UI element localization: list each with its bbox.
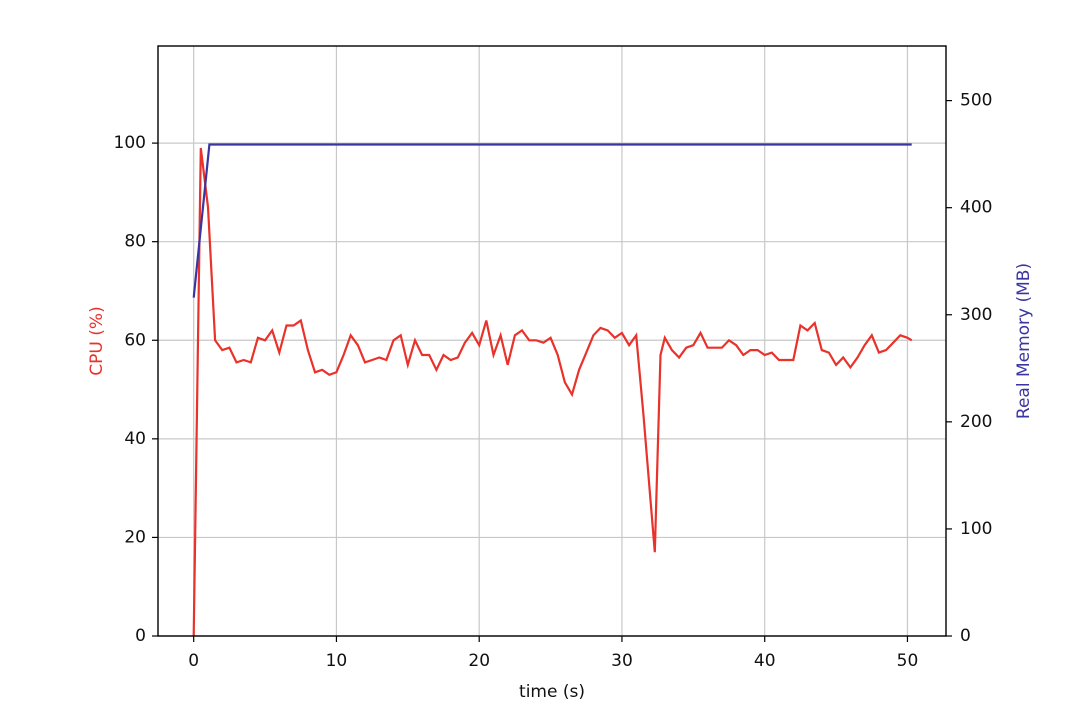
x-tick-label: 40 [754,651,776,671]
y-tick-label: 100 [114,133,146,153]
x-tick-label: 50 [897,651,919,671]
y2-tick-label: 0 [960,626,971,646]
series-line [192,143,912,298]
x-axis-label: time (s) [519,682,585,702]
y-tick-label: 40 [124,429,146,449]
y2-tick-label: 200 [960,412,992,432]
plot-frame [157,45,947,637]
x-tick-label: 20 [468,651,490,671]
x-tick-label: 30 [611,651,633,671]
y-tick-label: 20 [124,527,146,547]
y2-tick-label: 500 [960,91,992,111]
y2-tick-label: 400 [960,198,992,218]
y-tick-label: 0 [135,626,146,646]
y-axis-label: CPU (%) [87,306,107,375]
y-tick-label: 80 [124,232,146,252]
series-line [192,147,913,637]
x-tick-label: 10 [326,651,348,671]
y2-tick-label: 100 [960,519,992,539]
y2-axis-label: Real Memory (MB) [1014,263,1034,419]
y2-tick-label: 300 [960,305,992,325]
y-tick-label: 60 [124,330,146,350]
x-tick-label: 0 [188,651,199,671]
